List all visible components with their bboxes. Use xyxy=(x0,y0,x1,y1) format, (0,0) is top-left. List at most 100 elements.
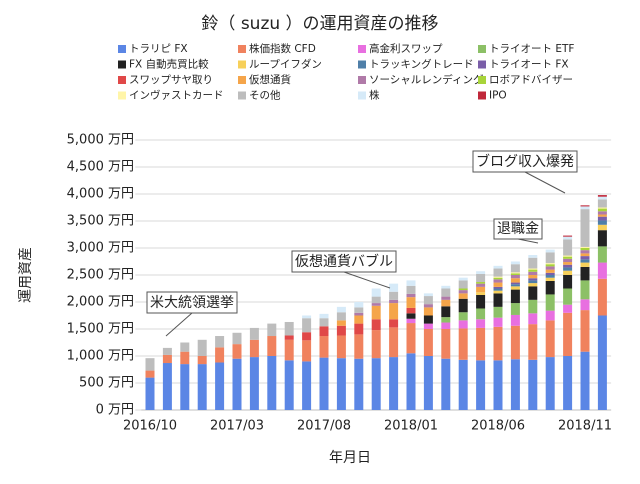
bar-segment xyxy=(545,272,555,275)
bar-segment xyxy=(441,296,451,300)
legend-swatch xyxy=(238,76,246,84)
bar-segment xyxy=(563,264,573,268)
bar-segment xyxy=(563,256,573,259)
bar-segment xyxy=(580,256,590,260)
legend-label: IPO xyxy=(489,90,507,102)
bar-segment xyxy=(528,271,538,275)
annotation: 米大統領選挙 xyxy=(146,291,238,337)
bar-segment xyxy=(476,360,486,410)
bar-segment xyxy=(528,280,538,284)
bar-segment xyxy=(389,357,399,410)
bar-segment xyxy=(389,319,399,328)
bar-segment xyxy=(528,268,538,270)
bar-segment xyxy=(510,314,520,326)
bar-segment xyxy=(563,235,573,237)
bar-segment xyxy=(528,275,538,279)
bar-segment xyxy=(441,329,451,359)
bar-segment xyxy=(145,358,155,371)
bar-segment xyxy=(563,356,573,410)
bar-segment xyxy=(406,318,416,324)
bar-segment xyxy=(545,357,555,410)
legend-swatch xyxy=(478,45,486,53)
bar-segment xyxy=(423,296,433,305)
bar-segment xyxy=(267,336,277,356)
bar-segment xyxy=(354,312,364,316)
bar-segment xyxy=(232,358,242,410)
bar-segment xyxy=(284,339,294,361)
bar-segment xyxy=(580,253,590,257)
bar-segment xyxy=(354,323,364,335)
bar-segment xyxy=(354,334,364,359)
bar-segment xyxy=(563,288,573,305)
bar-segment xyxy=(458,277,468,281)
bar-segment xyxy=(180,351,190,365)
bar-segment xyxy=(545,275,555,278)
bar-segment xyxy=(145,370,155,378)
bar-segment xyxy=(580,209,590,247)
bar-segment xyxy=(510,261,520,265)
annotation-pointer xyxy=(517,238,539,244)
bar-segment xyxy=(249,339,259,358)
bar-segment xyxy=(545,310,555,321)
bar-segment xyxy=(597,315,607,410)
bar-segment xyxy=(597,195,607,197)
legend-label: トライオート FX xyxy=(489,59,569,71)
bar-segment xyxy=(336,358,346,410)
bar-segment xyxy=(406,323,416,354)
bar-segment xyxy=(545,269,555,273)
bar-segment xyxy=(597,211,607,215)
bar-segment xyxy=(267,323,277,337)
bar-segment xyxy=(528,359,538,410)
bar-segment xyxy=(476,294,486,309)
y-tick-label: 1,500 万円 xyxy=(67,322,134,337)
bar-segment xyxy=(528,278,538,281)
legend-label: インヴァストカード xyxy=(129,89,224,102)
y-tick-label: 2,000 万円 xyxy=(67,295,134,310)
legend-label: その他 xyxy=(249,89,281,102)
bar-segment xyxy=(336,320,346,326)
legend-swatch xyxy=(238,60,246,69)
bar-segment xyxy=(528,299,538,314)
bar-segment xyxy=(580,310,590,352)
bar-segment xyxy=(389,327,399,358)
bar-segment xyxy=(406,293,416,298)
bar-segment xyxy=(406,297,416,308)
bar-segment xyxy=(476,292,486,295)
bar-segment xyxy=(336,325,346,336)
bar-segment xyxy=(336,335,346,359)
bar-segment xyxy=(545,320,555,358)
bar-segment xyxy=(441,288,451,297)
x-tick-label: 2018/01 xyxy=(384,419,438,434)
bar-segment xyxy=(510,278,520,283)
bar-segment xyxy=(493,276,503,278)
bar-segment xyxy=(510,359,520,410)
y-tick-label: 4,500 万円 xyxy=(67,160,134,175)
bar-segment xyxy=(458,359,468,410)
bar-segment xyxy=(284,335,294,340)
bar-segment xyxy=(580,206,590,210)
bar-segment xyxy=(441,322,451,329)
bar-segment xyxy=(580,262,590,267)
bar-segment xyxy=(493,277,503,280)
bar-segment xyxy=(597,224,607,231)
x-axis-title: 年月日 xyxy=(329,450,371,466)
bar-segment xyxy=(493,288,503,291)
chart-title: 鈴（ suzu ）の運用資産の推移 xyxy=(201,14,438,34)
legend-swatch xyxy=(478,76,486,84)
bar-segment xyxy=(197,339,207,356)
bar-segment xyxy=(145,377,155,410)
bar-segment xyxy=(510,272,520,274)
bar-segment xyxy=(476,273,486,283)
bar-segment xyxy=(354,358,364,410)
legend-swatch xyxy=(118,45,126,53)
bar-segment xyxy=(458,293,468,299)
bar-segment xyxy=(302,315,312,319)
bar-segment xyxy=(493,268,503,277)
bar-segment xyxy=(476,283,486,287)
bar-segment xyxy=(580,259,590,263)
bar-segment xyxy=(389,291,399,300)
bar-segment xyxy=(406,307,416,314)
bar-segment xyxy=(458,290,468,294)
legend-swatch xyxy=(478,91,486,100)
bar-segment xyxy=(597,278,607,316)
